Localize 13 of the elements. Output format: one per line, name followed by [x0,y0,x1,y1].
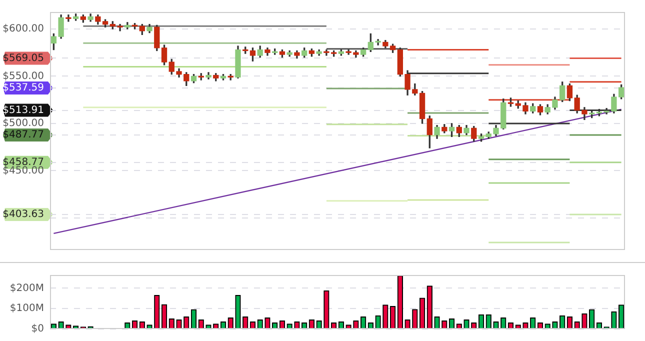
y-tick-label: $513.91 [2,104,44,116]
y-tick-label: $450.00 [2,165,44,176]
y-tick-label: $458.77 [2,156,44,168]
y-tick-label: $200M [10,282,44,294]
y-tick-label: $600.00 [2,24,44,35]
y-tick-label: $550.00 [2,70,44,82]
y-tick-label: $500.00 [2,118,44,130]
y-tick-label: $537.59 [2,82,44,94]
y-tick-label: $487.77 [2,130,44,141]
y-tick-label: $403.63 [2,209,44,220]
y-tick-label: $0 [31,324,44,335]
y-tick-label: $569.05 [2,52,44,64]
y-tick-label: $100M [10,303,44,314]
